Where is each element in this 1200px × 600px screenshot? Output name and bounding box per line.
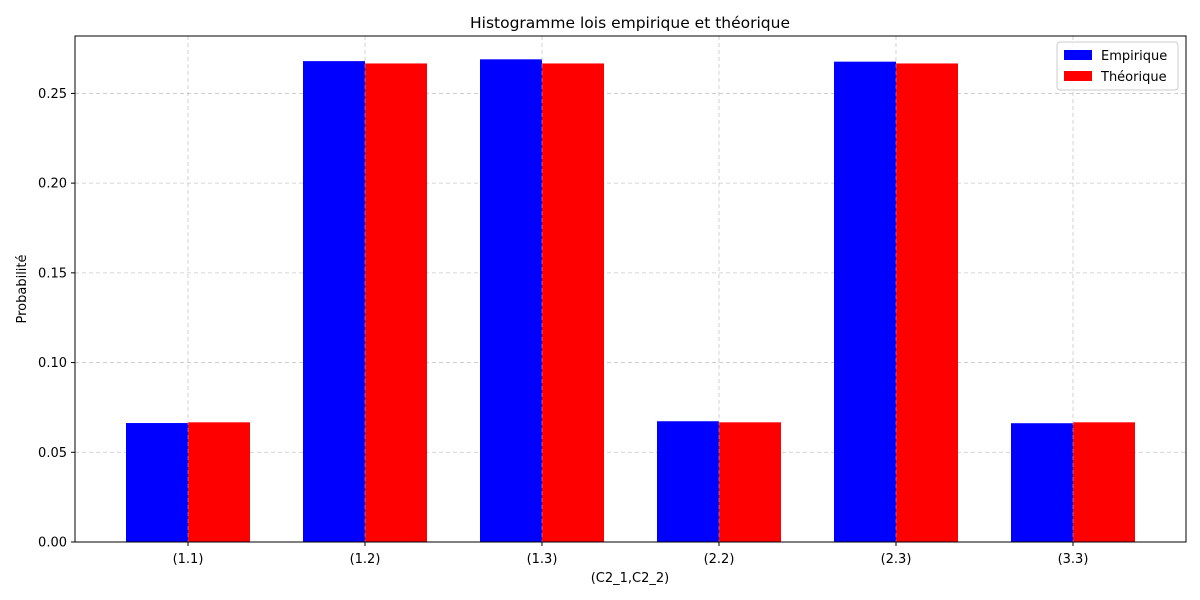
legend-swatch-theorique	[1064, 71, 1092, 81]
legend-label-theorique: Théorique	[1100, 70, 1167, 85]
legend-swatch-empirique	[1064, 50, 1092, 60]
x-axis-label: (C2_1,C2_2)	[591, 571, 670, 586]
y-tick-label: 0.10	[38, 356, 67, 371]
x-axis-ticks: (1.1) (1.2) (1.3) (2.2) (2.3) (3.3)	[173, 542, 1089, 567]
y-axis-ticks: 0.00 0.05 0.10 0.15 0.20 0.25	[38, 87, 75, 551]
y-tick-label: 0.15	[38, 266, 67, 281]
bar-theorique	[188, 422, 250, 542]
vertical-grid-lines	[187, 36, 1074, 542]
bar-empirique	[834, 61, 896, 542]
bar-empirique	[303, 61, 365, 542]
y-tick-label: 0.25	[38, 87, 67, 102]
legend: Empirique Théorique	[1056, 41, 1179, 91]
x-tick-label: (1.2)	[350, 552, 381, 567]
bar-empirique	[480, 59, 542, 543]
y-tick-label: 0.05	[38, 446, 67, 461]
bar-theorique	[365, 63, 427, 543]
bar-empirique	[657, 421, 719, 542]
bar-theorique	[896, 63, 958, 543]
bar-theorique	[542, 63, 604, 543]
y-tick-label: 0.20	[38, 177, 67, 192]
bar-empirique	[126, 423, 188, 542]
chart-title: Histogramme lois empirique et théorique	[470, 14, 790, 32]
bars	[126, 59, 1135, 543]
bar-empirique	[1011, 423, 1073, 542]
x-tick-label: (1.1)	[173, 552, 204, 567]
y-axis-label: Probabilité	[15, 254, 30, 323]
plot-area-frame	[74, 35, 1187, 543]
bar-theorique	[719, 422, 781, 542]
x-tick-label: (1.3)	[527, 552, 558, 567]
bar-theorique	[1073, 422, 1135, 542]
x-tick-label: (2.3)	[881, 552, 912, 567]
x-tick-label: (2.2)	[704, 552, 735, 567]
y-tick-label: 0.00	[38, 536, 67, 551]
x-tick-label: (3.3)	[1058, 552, 1089, 567]
legend-label-empirique: Empirique	[1101, 49, 1167, 64]
